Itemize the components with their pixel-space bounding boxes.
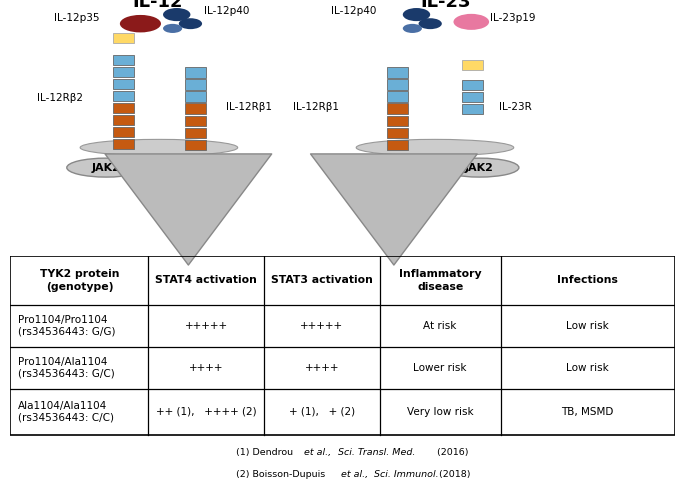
Text: Infections: Infections [557,275,618,285]
Text: (2016): (2016) [434,448,469,457]
Text: Sci. Transl. Med.: Sci. Transl. Med. [334,448,415,457]
Text: TYK2: TYK2 [186,163,218,173]
Text: Low risk: Low risk [566,363,609,372]
Text: IL-12Rβ2: IL-12Rβ2 [37,93,84,103]
Text: IL-12p40: IL-12p40 [204,6,249,16]
Text: IL-23p19: IL-23p19 [490,13,535,23]
Bar [185,127,206,138]
Ellipse shape [403,24,422,33]
Ellipse shape [356,140,514,156]
Text: Ala1104/Ala1104
(rs34536443: C/C): Ala1104/Ala1104 (rs34536443: C/C) [18,401,114,423]
Text: ++++: ++++ [189,363,223,372]
Bar [113,115,134,125]
Bar [387,67,408,78]
Text: IL-12Rβ1: IL-12Rβ1 [226,102,272,113]
Text: ++ (1),   ++++ (2): ++ (1), ++++ (2) [156,407,257,417]
Ellipse shape [179,18,202,29]
Ellipse shape [80,140,238,156]
Ellipse shape [440,158,519,177]
Ellipse shape [163,24,182,33]
Text: +++++: +++++ [300,321,343,330]
Bar [113,79,134,89]
Ellipse shape [66,158,145,177]
Text: Inflammatory
disease: Inflammatory disease [399,269,482,291]
Bar [113,127,134,137]
Bar [387,140,408,150]
Ellipse shape [163,158,241,177]
Text: IL-12p40: IL-12p40 [332,6,377,16]
Bar [185,67,206,78]
Text: Pro1104/Ala1104
(rs34536443: G/C): Pro1104/Ala1104 (rs34536443: G/C) [18,357,115,379]
Ellipse shape [419,18,442,29]
Text: TYK2 protein
(genotype): TYK2 protein (genotype) [40,269,119,291]
Bar [113,67,134,77]
Text: (2018): (2018) [436,470,471,479]
Text: IL-12Rβ1: IL-12Rβ1 [293,102,339,113]
Text: (1) Dendrou: (1) Dendrou [236,448,297,457]
Bar [113,103,134,113]
Text: STAT4 activation: STAT4 activation [155,275,258,285]
Bar [185,103,206,114]
Bar [113,33,134,43]
Bar [462,104,483,114]
Text: JAK2: JAK2 [92,163,121,173]
Bar [462,92,483,102]
Text: et al.,: et al., [304,448,331,457]
Ellipse shape [362,158,440,177]
Bar [387,103,408,114]
Text: JAK2: JAK2 [465,163,494,173]
Text: ++++: ++++ [305,363,339,372]
Bar [113,91,134,101]
Bar [113,55,134,65]
Bar [185,140,206,150]
Bar [462,60,483,70]
Text: + (1),   + (2): + (1), + (2) [289,407,355,417]
Text: et al.,: et al., [340,470,368,479]
Ellipse shape [120,15,161,32]
Ellipse shape [453,14,489,30]
Text: Low risk: Low risk [566,321,609,330]
Text: IL-12p35: IL-12p35 [54,13,99,23]
Ellipse shape [163,8,190,21]
Text: (2) Boisson-Dupuis: (2) Boisson-Dupuis [236,470,328,479]
Bar [387,80,408,90]
Text: Sci. Immunol.: Sci. Immunol. [371,470,438,479]
Text: IL-23R: IL-23R [499,102,532,113]
Text: IL-23: IL-23 [420,0,471,11]
Text: Lower risk: Lower risk [414,363,467,372]
Bar [462,80,483,90]
Text: TYK2: TYK2 [385,163,416,173]
Text: Pro1104/Pro1104
(rs34536443: G/G): Pro1104/Pro1104 (rs34536443: G/G) [18,315,116,337]
Bar [387,127,408,138]
Text: +++++: +++++ [185,321,228,330]
Text: IL-12: IL-12 [132,0,183,11]
Ellipse shape [403,8,430,21]
Text: TB, MSMD: TB, MSMD [562,407,614,417]
Bar [387,116,408,126]
Bar [387,91,408,102]
Bar [185,80,206,90]
Bar [185,91,206,102]
Text: At risk: At risk [423,321,457,330]
Bar [113,139,134,149]
Bar [185,116,206,126]
Text: Very low risk: Very low risk [407,407,473,417]
Text: STAT3 activation: STAT3 activation [271,275,373,285]
